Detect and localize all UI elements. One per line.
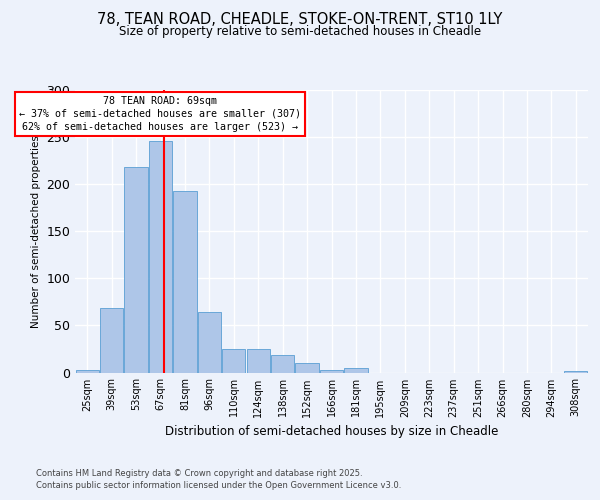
Bar	[564, 370, 587, 372]
Y-axis label: Number of semi-detached properties: Number of semi-detached properties	[31, 135, 41, 328]
Text: Size of property relative to semi-detached houses in Cheadle: Size of property relative to semi-detach…	[119, 25, 481, 38]
Bar	[271, 354, 294, 372]
Bar	[198, 312, 221, 372]
Text: Contains public sector information licensed under the Open Government Licence v3: Contains public sector information licen…	[36, 481, 401, 490]
Bar	[124, 167, 148, 372]
X-axis label: Distribution of semi-detached houses by size in Cheadle: Distribution of semi-detached houses by …	[165, 425, 498, 438]
Bar	[100, 308, 123, 372]
Bar	[222, 349, 245, 372]
Text: 78, TEAN ROAD, CHEADLE, STOKE-ON-TRENT, ST10 1LY: 78, TEAN ROAD, CHEADLE, STOKE-ON-TRENT, …	[97, 12, 503, 28]
Text: 78 TEAN ROAD: 69sqm
← 37% of semi-detached houses are smaller (307)
62% of semi-: 78 TEAN ROAD: 69sqm ← 37% of semi-detach…	[19, 96, 301, 132]
Bar	[247, 349, 270, 372]
Bar	[149, 141, 172, 372]
Bar	[320, 370, 343, 372]
Text: Contains HM Land Registry data © Crown copyright and database right 2025.: Contains HM Land Registry data © Crown c…	[36, 468, 362, 477]
Bar	[344, 368, 368, 372]
Bar	[295, 363, 319, 372]
Bar	[76, 370, 99, 372]
Bar	[173, 191, 197, 372]
